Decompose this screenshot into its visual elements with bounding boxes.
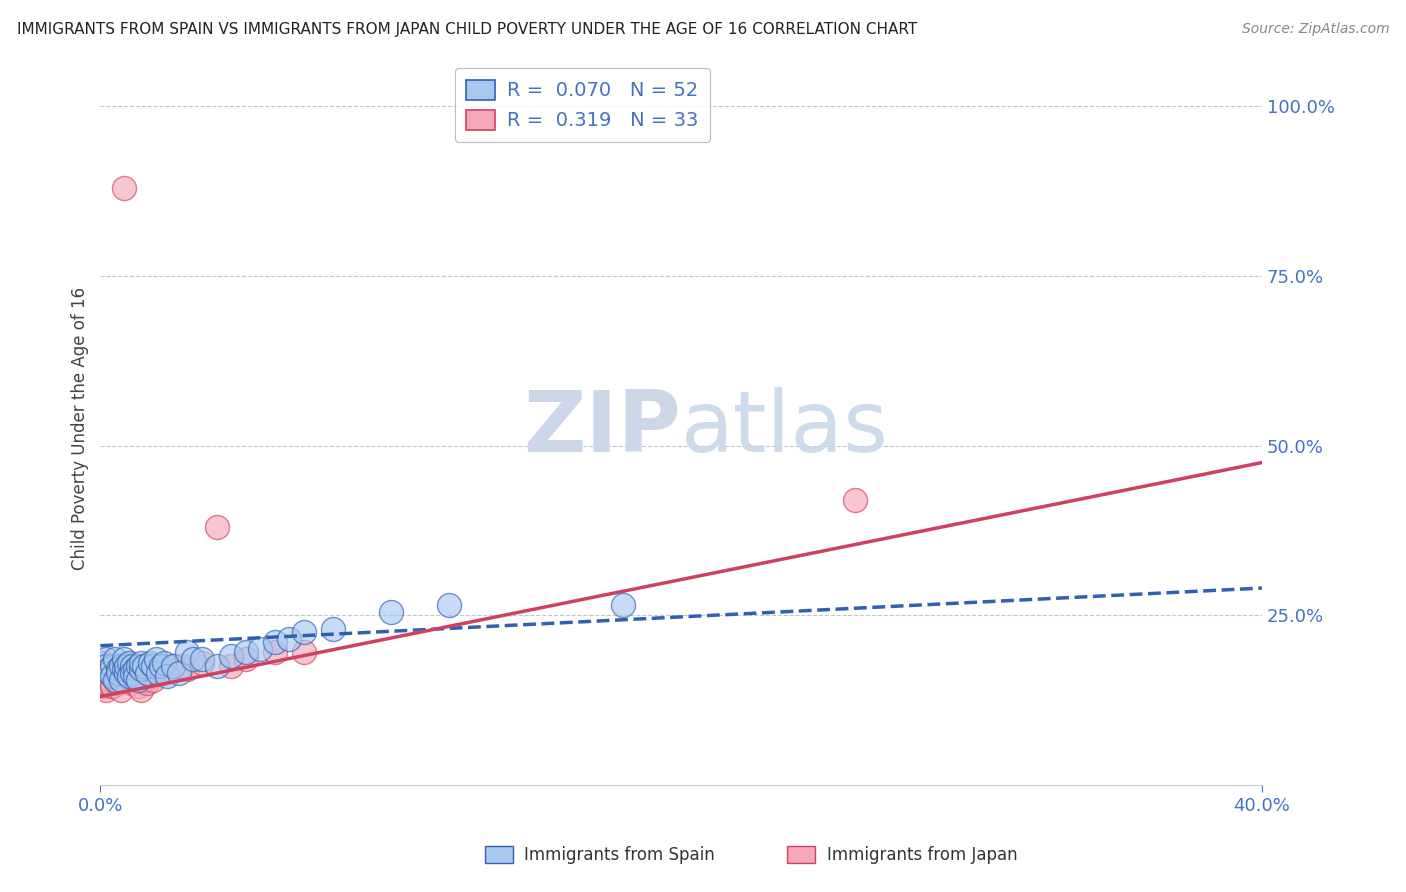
Point: [150, 659, 173, 673]
Point: [96, 676, 118, 690]
Point: [138, 656, 160, 670]
Y-axis label: Child Poverty Under the Age of 16: Child Poverty Under the Age of 16: [72, 287, 89, 570]
Point: [235, 652, 257, 666]
Point: [98, 665, 121, 680]
Point: [132, 659, 155, 673]
Point: [205, 659, 228, 673]
Point: [104, 652, 127, 666]
Text: ZIP: ZIP: [523, 387, 681, 470]
Point: [292, 645, 315, 659]
Point: [167, 665, 190, 680]
Point: [153, 665, 176, 680]
Point: [110, 659, 132, 673]
Point: [107, 665, 129, 680]
Point: [219, 648, 242, 663]
Point: [98, 673, 121, 687]
Point: [96, 659, 118, 673]
Point: [112, 652, 135, 666]
Point: [278, 632, 301, 646]
Point: [153, 656, 176, 670]
Point: [292, 625, 315, 640]
Point: [129, 656, 152, 670]
Point: [612, 598, 634, 612]
Text: Source: ZipAtlas.com: Source: ZipAtlas.com: [1241, 22, 1389, 37]
Point: [121, 676, 143, 690]
Point: [162, 659, 184, 673]
Point: [191, 652, 214, 666]
Point: [129, 662, 152, 676]
Point: [135, 665, 157, 680]
Point: [101, 680, 124, 694]
Point: [110, 673, 132, 687]
Point: [115, 659, 138, 673]
Point: [263, 635, 285, 649]
Point: [107, 676, 129, 690]
Point: [112, 181, 135, 195]
Point: [176, 662, 198, 676]
Text: Immigrants from Japan: Immigrants from Japan: [827, 846, 1018, 863]
Point: [844, 492, 866, 507]
Point: [96, 682, 118, 697]
Point: [104, 673, 127, 687]
Point: [132, 673, 155, 687]
Point: [121, 665, 143, 680]
Point: [129, 682, 152, 697]
Point: [170, 659, 193, 673]
Point: [124, 662, 146, 676]
Point: [96, 652, 118, 666]
Point: [91, 656, 114, 670]
Point: [115, 673, 138, 687]
Point: [263, 645, 285, 659]
Point: [101, 680, 124, 694]
Point: [380, 605, 402, 619]
Point: [127, 673, 149, 687]
Point: [118, 669, 141, 683]
Point: [162, 659, 184, 673]
Point: [191, 656, 214, 670]
Point: [110, 682, 132, 697]
Point: [205, 520, 228, 534]
Point: [118, 656, 141, 670]
Point: [249, 642, 271, 657]
Point: [127, 659, 149, 673]
Point: [145, 652, 167, 666]
Point: [118, 669, 141, 683]
Point: [98, 662, 121, 676]
Text: atlas: atlas: [681, 387, 889, 470]
Point: [91, 680, 114, 694]
Point: [101, 659, 124, 673]
Point: [112, 662, 135, 676]
Point: [322, 622, 344, 636]
Point: [124, 669, 146, 683]
Point: [181, 652, 204, 666]
Text: Immigrants from Spain: Immigrants from Spain: [524, 846, 716, 863]
Point: [124, 673, 146, 687]
Point: [176, 645, 198, 659]
Point: [138, 669, 160, 683]
Text: IMMIGRANTS FROM SPAIN VS IMMIGRANTS FROM JAPAN CHILD POVERTY UNDER THE AGE OF 16: IMMIGRANTS FROM SPAIN VS IMMIGRANTS FROM…: [17, 22, 917, 37]
Point: [219, 659, 242, 673]
Legend: R =  0.070   N = 52, R =  0.319   N = 33: R = 0.070 N = 52, R = 0.319 N = 33: [454, 68, 710, 142]
Point: [156, 669, 179, 683]
Point: [112, 665, 135, 680]
Point: [107, 662, 129, 676]
Point: [437, 598, 460, 612]
Point: [104, 673, 127, 687]
Point: [121, 659, 143, 673]
Point: [148, 665, 170, 680]
Point: [135, 676, 157, 690]
Point: [142, 673, 165, 687]
Point: [148, 665, 170, 680]
Point: [127, 680, 149, 694]
Point: [101, 669, 124, 683]
Point: [142, 659, 165, 673]
Point: [115, 665, 138, 680]
Point: [235, 645, 257, 659]
